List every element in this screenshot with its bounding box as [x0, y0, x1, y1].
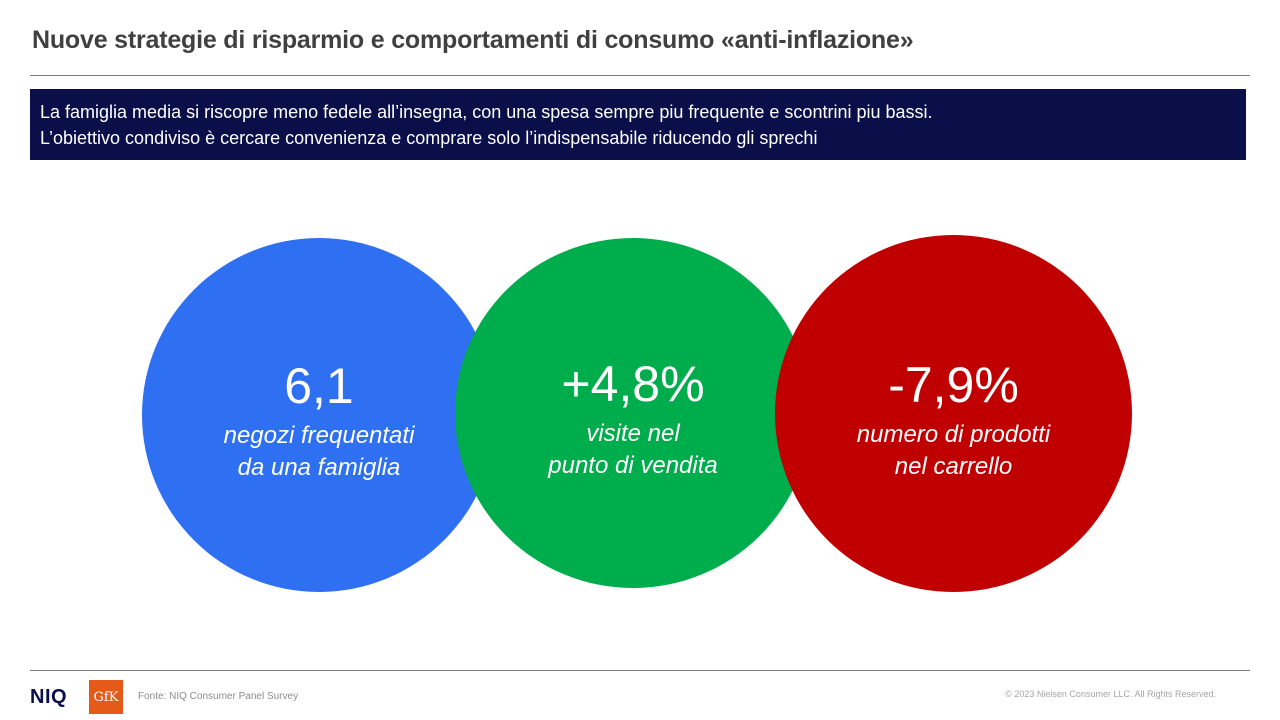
kpi-description-line: numero di prodotti	[856, 421, 1051, 448]
kpi-description-line: negozi frequentati	[223, 422, 415, 449]
kpi-value: -7,9%	[888, 357, 1019, 413]
kpi-description-line: da una famiglia	[237, 454, 401, 481]
summary-banner: La famiglia media si riscopre meno fedel…	[30, 89, 1246, 160]
kpi-description-line: visite nel	[586, 420, 680, 447]
title-divider	[30, 75, 1250, 76]
copyright-note: © 2023 Nielsen Consumer LLC. All Rights …	[1005, 689, 1216, 699]
kpi-value: 6,1	[284, 358, 354, 414]
kpi-circle-cart: -7,9% numero di prodotti nel carrello	[775, 235, 1132, 592]
niq-logo: NIQ	[30, 686, 68, 708]
kpi-description: visite nel punto di vendita	[548, 418, 717, 482]
banner-line-2: L’obiettivo condiviso è cercare convenie…	[40, 128, 818, 148]
kpi-description-line: nel carrello	[894, 453, 1013, 480]
kpi-circle-visits: +4,8% visite nel punto di vendita	[455, 238, 811, 588]
kpi-description: numero di prodotti nel carrello	[857, 419, 1050, 483]
source-note: Fonte: NIQ Consumer Panel Survey	[138, 691, 299, 702]
kpi-description: negozi frequentati da una famiglia	[224, 420, 415, 484]
kpi-description-line: punto di vendita	[548, 452, 718, 479]
page-title: Nuove strategie di risparmio e comportam…	[32, 26, 914, 54]
footer-divider	[30, 670, 1250, 671]
gfk-logo: GfK	[89, 680, 123, 714]
kpi-circle-stores: 6,1 negozi frequentati da una famiglia	[142, 238, 496, 592]
banner-line-1: La famiglia media si riscopre meno fedel…	[40, 102, 933, 122]
kpi-value: +4,8%	[561, 356, 705, 412]
